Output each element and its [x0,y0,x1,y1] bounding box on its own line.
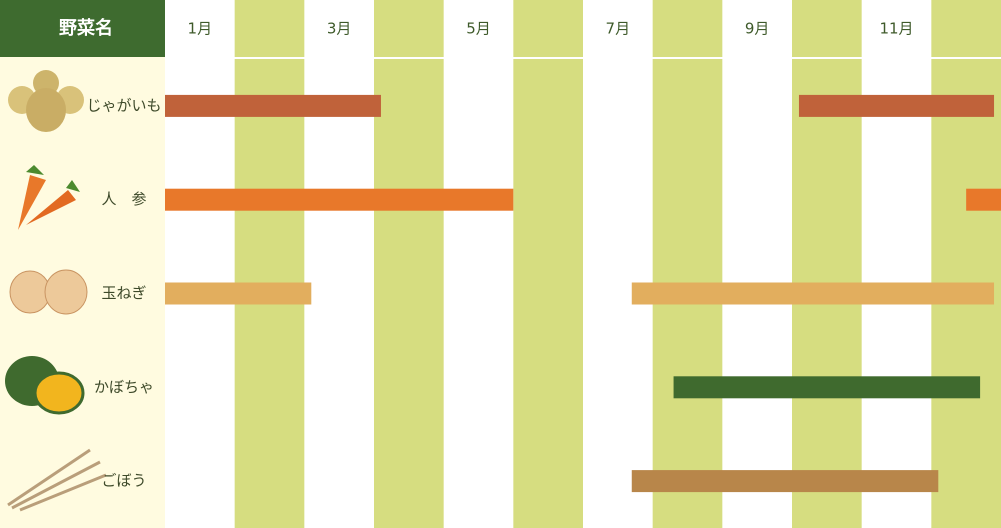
season-bar [631,282,995,305]
onion-icon [9,270,51,314]
vegetable-name: 人 参 [101,190,146,208]
month-label: 5月 [466,20,491,38]
vegetable-name: 玉ねぎ [101,284,146,302]
onion-icon [44,269,88,315]
season-bar [165,94,381,117]
season-bar [631,470,939,493]
header-stripe [792,0,862,57]
vegetable-name: じゃがいも [86,96,161,114]
season-bar [673,376,981,399]
carrot-icon [26,190,76,225]
season-bar [165,282,312,305]
pumpkin-icon [33,371,85,415]
burdock-icon [7,448,107,512]
month-label: 1月 [188,20,213,38]
carrot-leaf [26,165,80,192]
month-label: 7月 [606,20,631,38]
header-stripe [234,0,305,57]
header-label: 野菜名 [59,17,113,39]
month-label: 3月 [327,20,352,38]
header-stripe [374,0,444,57]
header-stripe [652,0,723,57]
vegetable-name: かぼちゃ [94,378,154,396]
potato-icon [26,88,66,132]
carrot-icon [18,175,46,230]
column-stripe [513,59,583,528]
season-bar [966,188,1001,211]
month-label: 11月 [879,20,913,38]
name-column [0,0,165,528]
vegetable-name: ごぼう [101,472,146,490]
header-stripe [513,0,583,57]
header-cell [0,0,165,57]
season-bar [798,94,995,117]
header-stripe [931,0,1001,57]
season-bar [165,188,514,211]
month-label: 9月 [745,20,770,38]
column-stripe [374,59,444,528]
